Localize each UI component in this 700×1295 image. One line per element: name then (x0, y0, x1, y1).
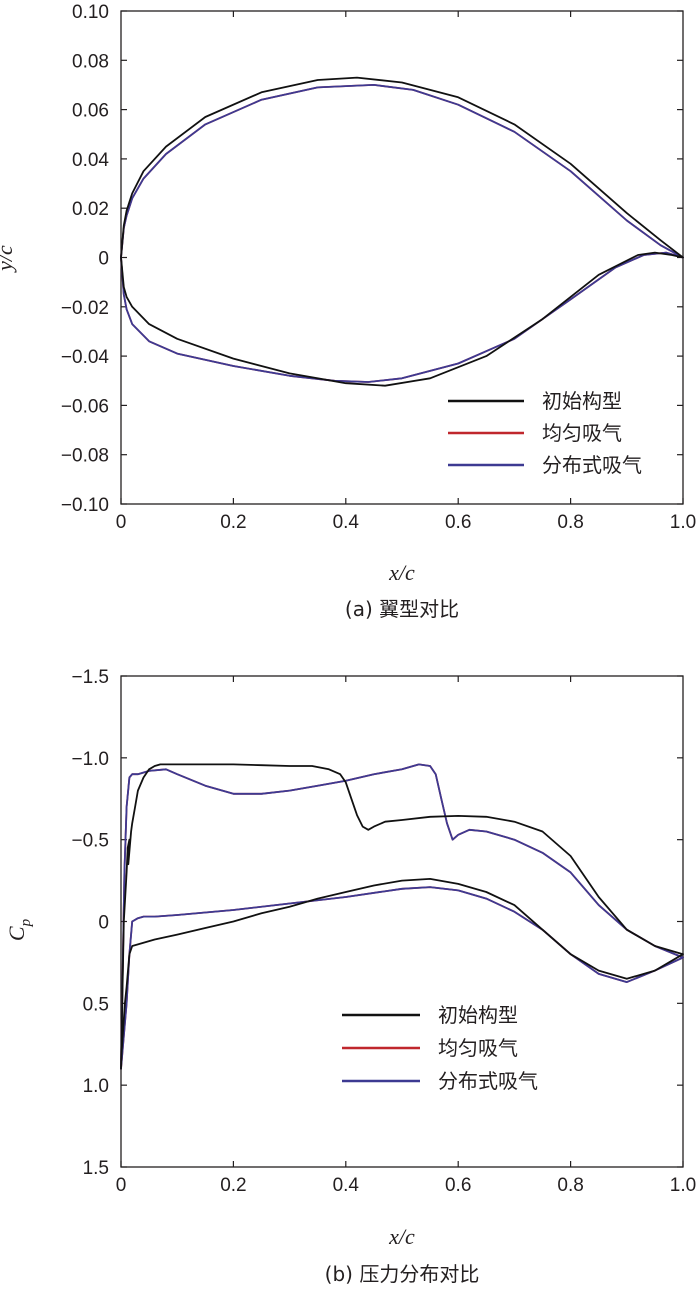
chart-a-xlabel: x/c (388, 560, 415, 585)
chart-a-series-initial-line (120, 76, 684, 387)
chart-b-ytick-label: 1.0 (83, 1076, 109, 1097)
chart-a-ytick-label: 0.10 (72, 2, 109, 23)
chart-a-ylabel: y/c (0, 245, 17, 273)
chart-b-xtick-label: 0.2 (220, 1175, 246, 1196)
chart-b-ytick-label: −1.5 (71, 667, 109, 688)
chart-b-series (120, 763, 684, 1070)
legend-b-label-uniform: 均匀吸气 (438, 1036, 518, 1060)
chart-a-ytick-label: 0 (98, 249, 109, 270)
chart-b-ylabel: Cp (4, 918, 34, 941)
legend-a-label-distributed: 分布式吸气 (542, 453, 642, 477)
chart-b: 0 0.2 0.4 0.6 0.8 1.0 −1.5 −1.0 −0.5 0 0.5 1.0 1.5 C… (4, 667, 696, 1286)
legend-b-label-distributed: 分布式吸气 (438, 1069, 538, 1093)
chart-b-xtick-label: 0.4 (333, 1175, 360, 1196)
chart-a-xtick-label: 0.2 (220, 512, 246, 533)
legend-b-label-initial: 初始构型 (438, 1003, 518, 1027)
chart-b-plot-frame (120, 675, 684, 1168)
chart-a-ytick-label: −0.06 (61, 396, 109, 417)
chart-b-ticks: 0 0.2 0.4 0.6 0.8 1.0 −1.5 −1.0 −0.5 0 0.5 1.0 1.5 (71, 667, 696, 1196)
chart-a-caption: (a) 翼型对比 (345, 597, 459, 621)
chart-a-ytick-label: −0.10 (61, 495, 109, 516)
chart-b-ytick-label: −1.0 (71, 749, 109, 770)
chart-a-ticks: 0 0.2 0.4 0.6 0.8 1.0 0.10 0.08 0.06 0.04 0.02 0 −0.… (61, 2, 696, 533)
chart-b-series-uniform-line (120, 763, 684, 1070)
chart-a-xtick-label: 0.8 (557, 512, 583, 533)
legend-a-label-uniform: 均匀吸气 (542, 421, 622, 445)
chart-b-series-distributed-line (120, 763, 684, 1070)
chart-b-xtick-label: 0.8 (557, 1175, 583, 1196)
chart-a-xtick-label: 0.6 (445, 512, 471, 533)
chart-b-caption: (b) 压力分布对比 (325, 1262, 480, 1286)
legend-a-label-initial: 初始构型 (542, 389, 622, 413)
chart-b-legend: 初始构型 均匀吸气 分布式吸气 (342, 1003, 538, 1093)
chart-b-ytick-label: 0 (98, 913, 109, 934)
chart-a-ytick-label: 0.06 (72, 101, 109, 122)
chart-a-xtick-label: 0.4 (333, 512, 360, 533)
chart-a-xtick-label: 1.0 (670, 512, 696, 533)
chart-a-ytick-label: 0.08 (72, 51, 109, 72)
chart-a-series (120, 76, 684, 387)
chart-a-series-uniform-line (120, 84, 684, 383)
chart-b-ytick-label: −0.5 (71, 831, 109, 852)
chart-b-xtick-label: 1.0 (670, 1175, 696, 1196)
chart-a-ytick-label: −0.04 (61, 347, 110, 368)
chart-a-xtick-label: 0 (116, 512, 127, 533)
chart-b-xtick-label: 0.6 (445, 1175, 471, 1196)
chart-b-ytick-label: 0.5 (83, 994, 109, 1015)
chart-a-legend: 初始构型 均匀吸气 分布式吸气 (448, 389, 642, 477)
chart-a-ytick-label: 0.04 (72, 150, 109, 171)
chart-a-ytick-label: 0.02 (72, 199, 109, 220)
chart-b-xlabel: x/c (388, 1224, 415, 1249)
chart-b-series-initial-line (120, 763, 684, 1070)
chart-a-series-distributed-line (120, 84, 684, 383)
chart-a-ytick-label: −0.02 (61, 298, 109, 319)
chart-b-xtick-label: 0 (116, 1175, 127, 1196)
chart-b-ytick-label: 1.5 (83, 1158, 109, 1179)
chart-a: 0 0.2 0.4 0.6 0.8 1.0 0.10 0.08 0.06 0.04 0.02 0 −0.… (0, 2, 696, 621)
chart-a-ytick-label: −0.08 (61, 446, 109, 467)
